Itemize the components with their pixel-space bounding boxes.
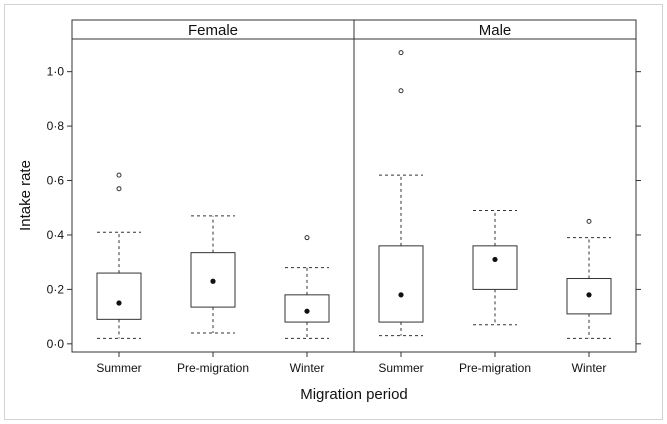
- y-tick-label: 0·2: [47, 282, 65, 296]
- x-tick-label: Pre-migration: [177, 361, 249, 375]
- x-tick-label: Pre-migration: [459, 361, 531, 375]
- y-axis-label: Intake rate: [17, 160, 34, 231]
- outlier-point: [116, 186, 122, 192]
- panel-male: Male: [353, 19, 637, 353]
- median-point: [586, 292, 592, 298]
- y-axis-right: [636, 71, 641, 345]
- iqr-box: [472, 245, 518, 290]
- median-point: [116, 300, 122, 306]
- panels: Female Male: [71, 19, 637, 353]
- box-summer: [378, 50, 424, 337]
- x-axis-label: Migration period: [300, 386, 408, 403]
- y-tick-label: 0·4: [47, 228, 65, 242]
- x-tick-label: Summer: [96, 361, 141, 375]
- median-point: [210, 278, 216, 284]
- y-tick-label: 0·0: [47, 337, 65, 351]
- y-tick-label: 0·6: [47, 174, 65, 188]
- x-tick-label: Winter: [290, 361, 325, 375]
- y-tick-label: 1·0: [47, 65, 65, 79]
- outlier-point: [304, 235, 310, 241]
- y-tick-label: 0·8: [47, 119, 65, 133]
- box-pre-migration: [190, 215, 236, 334]
- outlier-point: [116, 172, 122, 178]
- outlier-point: [398, 88, 404, 94]
- x-axis: Summer Pre-migration Winter Summer Pre-migra…: [96, 352, 606, 375]
- box-winter: [566, 218, 612, 339]
- box-summer: [96, 172, 142, 339]
- figure-frame: [4, 4, 663, 420]
- strip-label: Male: [479, 22, 512, 39]
- outlier-point: [398, 50, 404, 56]
- y-axis: 0·0 0·2 0·4 0·6 0·8 1·0: [47, 65, 72, 351]
- strip-label: Female: [188, 22, 238, 39]
- outlier-point: [586, 218, 592, 224]
- iqr-box: [378, 245, 424, 323]
- median-point: [304, 308, 310, 314]
- box-winter: [284, 235, 330, 339]
- median-point: [398, 292, 404, 298]
- iqr-box: [284, 294, 330, 323]
- median-point: [492, 256, 498, 263]
- box-pre-migration: [472, 209, 518, 326]
- panel-female: Female: [71, 19, 355, 353]
- iqr-box: [96, 272, 142, 320]
- x-tick-label: Winter: [572, 361, 607, 375]
- x-tick-label: Summer: [378, 361, 423, 375]
